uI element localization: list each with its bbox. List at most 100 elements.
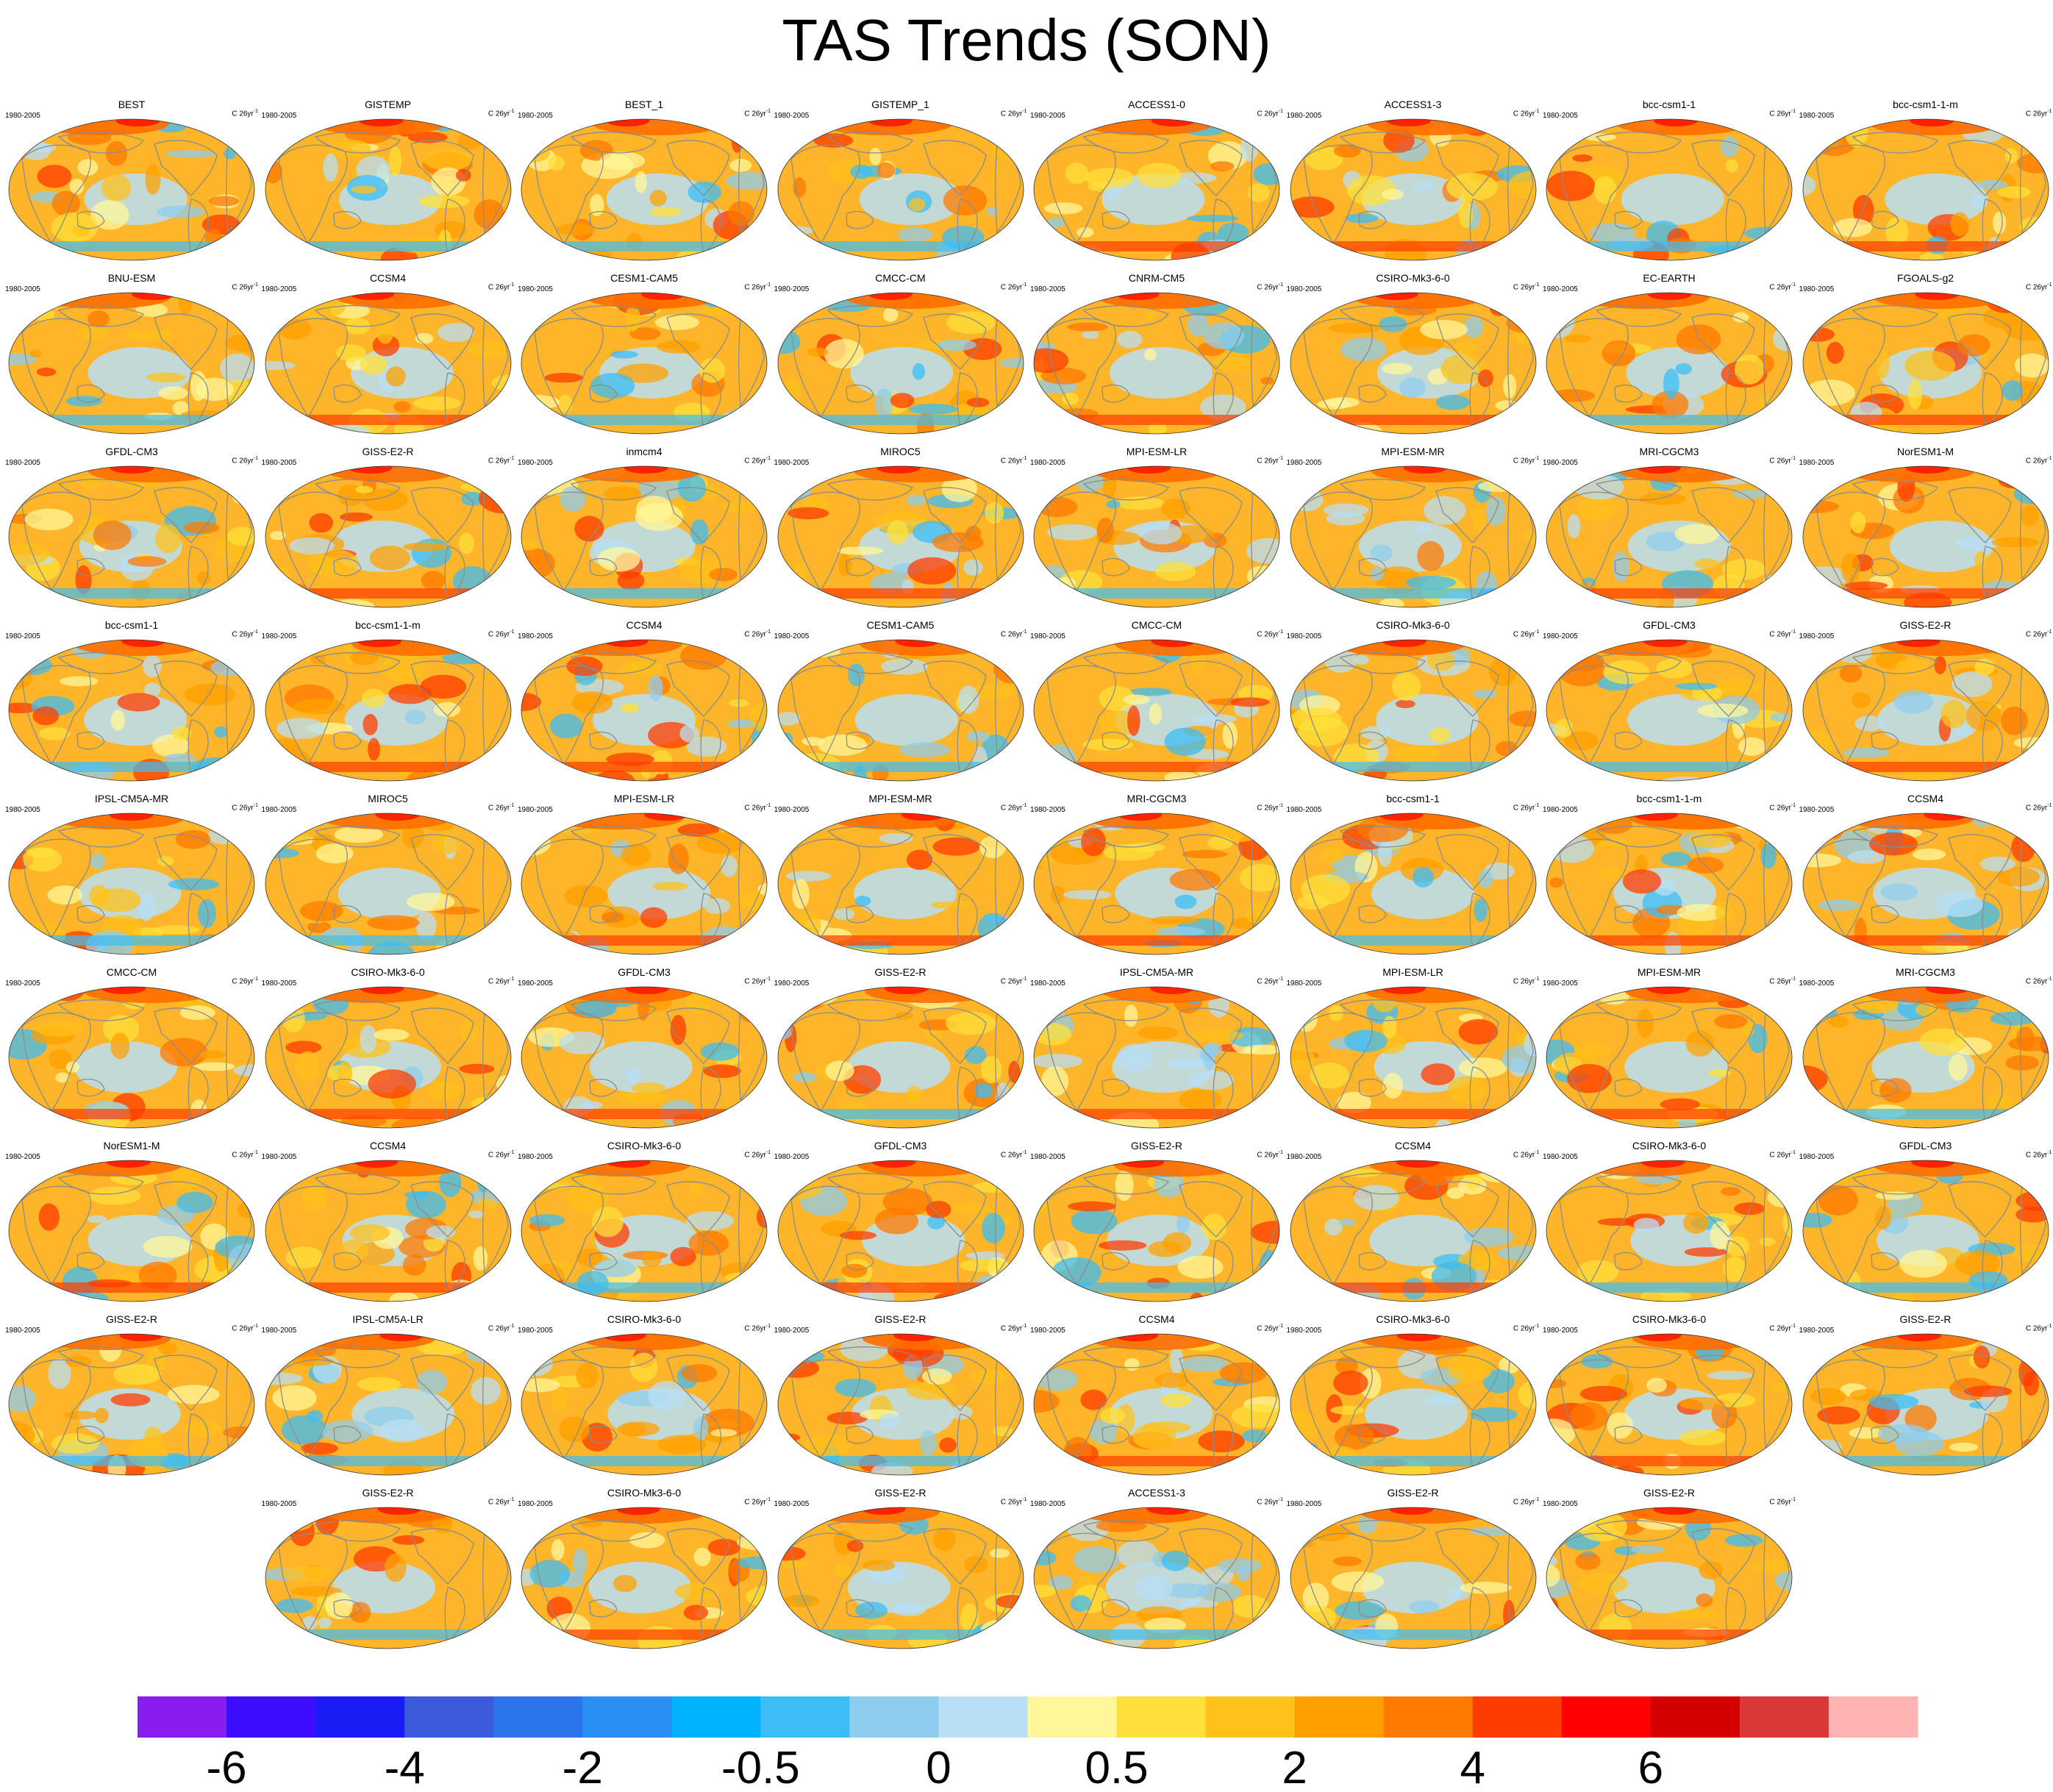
panel-units: C 26yr-1: [232, 1324, 258, 1333]
panel-title: CSIRO-Mk3-6-0: [1632, 1140, 1707, 1152]
panel-period: 1980-2005: [1286, 806, 1322, 814]
panel-units: C 26yr-1: [488, 803, 515, 813]
map-panel: MIROC5 1980-2005 C 26yr-1: [773, 446, 1029, 615]
panel-title: GISS-E2-R: [105, 1313, 157, 1325]
map-plot: [265, 118, 511, 261]
colorbar-tick-label: 0: [926, 1743, 951, 1792]
panel-units: C 26yr-1: [2025, 109, 2052, 118]
panel-period: 1980-2005: [774, 806, 810, 814]
panel-units: C 26yr-1: [1000, 282, 1027, 292]
panel-units: C 26yr-1: [1257, 803, 1283, 813]
panel-units: C 26yr-1: [1513, 1324, 1540, 1333]
map-panel: CNRM-CM5 1980-2005 C 26yr-1: [1029, 272, 1285, 441]
map-plot: [8, 986, 255, 1129]
panel-period: 1980-2005: [261, 1327, 297, 1335]
map-panel: bcc-csm1-1-m 1980-2005 C 26yr-1: [260, 619, 516, 788]
map-panel: MPI-ESM-MR 1980-2005 C 26yr-1: [1285, 446, 1541, 615]
panel-units: C 26yr-1: [1000, 456, 1027, 465]
panel-units: C 26yr-1: [1000, 1150, 1027, 1160]
map-panel: IPSL-CM5A-MR 1980-2005 C 26yr-1: [1029, 966, 1285, 1135]
colorbar-swatch: [226, 1696, 316, 1738]
map-plot: [265, 639, 511, 782]
map-plot: [1033, 1160, 1280, 1302]
panel-period: 1980-2005: [1030, 1500, 1065, 1508]
panel-period: 1980-2005: [518, 285, 553, 293]
panel-units: C 26yr-1: [1257, 456, 1283, 465]
panel-units: C 26yr-1: [1257, 1497, 1283, 1507]
panel-title: BNU-ESM: [107, 272, 156, 284]
panel-units: C 26yr-1: [1257, 1324, 1283, 1333]
map-plot: [1290, 986, 1536, 1129]
panel-title: MPI-ESM-MR: [1637, 966, 1702, 978]
map-plot: [8, 1333, 255, 1476]
panel-period: 1980-2005: [1030, 806, 1065, 814]
colorbar-tick-label: -6: [206, 1743, 246, 1792]
panel-period: 1980-2005: [261, 806, 297, 814]
panel-period: 1980-2005: [261, 459, 297, 467]
map-panel: NorESM1-M 1980-2005 C 26yr-1: [1798, 446, 2053, 615]
panel-title: bcc-csm1-1: [1386, 793, 1440, 804]
colorbar-swatch: [671, 1696, 761, 1738]
map-plot: [1033, 1507, 1280, 1649]
panel-units: C 26yr-1: [2025, 629, 2052, 639]
map-plot: [521, 986, 768, 1129]
colorbar-tick-label: 4: [1460, 1743, 1485, 1792]
panel-period: 1980-2005: [5, 806, 40, 814]
panel-units: C 26yr-1: [2025, 1150, 2052, 1160]
map-panel: NorESM1-M 1980-2005 C 26yr-1: [4, 1140, 260, 1309]
map-plot: [777, 118, 1024, 261]
panel-period: 1980-2005: [1543, 1327, 1578, 1335]
map-plot: [1546, 1160, 1793, 1302]
colorbar-swatch: [1116, 1696, 1207, 1738]
panel-units: C 26yr-1: [232, 456, 258, 465]
map-panel: CSIRO-Mk3-6-0 1980-2005 C 26yr-1: [1541, 1140, 1797, 1309]
panel-title: bcc-csm1-1: [104, 619, 159, 631]
panel-units: C 26yr-1: [1769, 803, 1796, 813]
panel-period: 1980-2005: [774, 1327, 810, 1335]
panel-title: GFDL-CM3: [618, 966, 671, 978]
panel-title: inmcm4: [626, 446, 663, 457]
panel-period: 1980-2005: [1543, 285, 1578, 293]
map-panel: GISS-E2-R 1980-2005 C 26yr-1: [260, 446, 516, 615]
panel-period: 1980-2005: [774, 979, 810, 988]
panel-units: C 26yr-1: [744, 1497, 771, 1507]
map-panel: MPI-ESM-LR 1980-2005 C 26yr-1: [1029, 446, 1285, 615]
map-panel: IPSL-CM5A-LR 1980-2005 C 26yr-1: [260, 1313, 516, 1482]
panel-period: 1980-2005: [1030, 112, 1065, 120]
map-panel: BNU-ESM 1980-2005 C 26yr-1: [4, 272, 260, 441]
map-panel: GISS-E2-R 1980-2005 C 26yr-1: [1798, 1313, 2053, 1482]
map-plot: [1033, 465, 1280, 608]
panel-title: BEST_1: [624, 99, 664, 110]
panel-units: C 26yr-1: [1000, 977, 1027, 986]
map-panel: CSIRO-Mk3-6-0 1980-2005 C 26yr-1: [1541, 1313, 1797, 1482]
map-plot: [777, 639, 1024, 782]
map-plot: [1546, 118, 1793, 261]
panel-units: C 26yr-1: [488, 109, 515, 118]
panel-title: FGOALS-g2: [1896, 272, 1954, 284]
map-plot: [1033, 1333, 1280, 1476]
map-plot: [521, 1160, 768, 1302]
map-panel: ACCESS1-3 1980-2005 C 26yr-1: [1029, 1487, 1285, 1656]
panel-title: CSIRO-Mk3-6-0: [351, 966, 425, 978]
panel-period: 1980-2005: [774, 1153, 810, 1161]
panel-title: CCSM4: [1907, 793, 1943, 804]
map-panel: CCSM4 1980-2005 C 26yr-1: [1798, 793, 2053, 962]
map-plot: [8, 1160, 255, 1302]
colorbar-swatch: [1739, 1696, 1829, 1738]
map-panel: bcc-csm1-1 1980-2005 C 26yr-1: [1285, 793, 1541, 962]
panel-period: 1980-2005: [1543, 632, 1578, 640]
colorbar-tick-label: 2: [1282, 1743, 1307, 1792]
colorbar-tick-label: -0.5: [721, 1743, 800, 1792]
panel-title: bcc-csm1-1-m: [355, 619, 421, 631]
panel-units: C 26yr-1: [1769, 282, 1796, 292]
panel-period: 1980-2005: [1543, 979, 1578, 988]
map-plot: [8, 292, 255, 435]
map-panel: MPI-ESM-MR 1980-2005 C 26yr-1: [1541, 966, 1797, 1135]
map-plot: [521, 1333, 768, 1476]
map-panel: CSIRO-Mk3-6-0 1980-2005 C 26yr-1: [1285, 1313, 1541, 1482]
map-panel: MPI-ESM-MR 1980-2005 C 26yr-1: [773, 793, 1029, 962]
map-panel: IPSL-CM5A-MR 1980-2005 C 26yr-1: [4, 793, 260, 962]
panel-title: GISS-E2-R: [874, 966, 926, 978]
panel-title: GFDL-CM3: [105, 446, 158, 457]
map-panel: ACCESS1-3 1980-2005 C 26yr-1: [1285, 99, 1541, 268]
